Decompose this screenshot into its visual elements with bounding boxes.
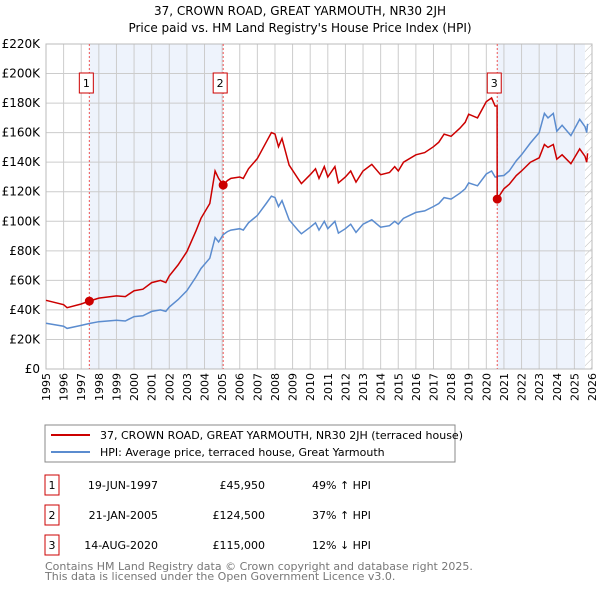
x-tick-label: 2020 xyxy=(480,373,493,401)
sale-date: 19-JUN-1997 xyxy=(88,479,158,492)
sale-point xyxy=(218,180,228,190)
x-tick-label: 1997 xyxy=(75,373,88,401)
sale-date: 21-JAN-2005 xyxy=(89,509,158,522)
y-tick-label: £80K xyxy=(9,244,41,258)
x-tick-label: 1998 xyxy=(93,373,106,401)
sale-hpi-diff: 37% ↑ HPI xyxy=(312,509,371,522)
hatched-future-period xyxy=(584,44,592,369)
sale-label-box xyxy=(78,72,94,94)
y-tick-label: £0 xyxy=(25,362,40,376)
sale-number-box xyxy=(44,474,60,496)
x-tick-label: 2003 xyxy=(181,373,194,401)
sale-number: 1 xyxy=(49,479,56,492)
x-tick-label: 2022 xyxy=(516,373,529,401)
property-price-line xyxy=(45,96,589,309)
x-tick-label: 1996 xyxy=(58,373,71,401)
y-tick-label: £140K xyxy=(2,155,42,169)
x-tick-label: 1995 xyxy=(40,373,53,401)
sale-label-box xyxy=(212,72,228,94)
x-tick-label: 1999 xyxy=(110,373,123,401)
y-tick-label: £40K xyxy=(9,303,41,317)
sale-label-number: 3 xyxy=(491,77,498,90)
x-tick-label: 2017 xyxy=(427,373,440,401)
sale-number-box xyxy=(44,534,60,556)
x-tick-label: 2023 xyxy=(533,373,546,401)
x-tick-label: 2002 xyxy=(163,373,176,401)
x-tick-label: 2012 xyxy=(339,373,352,401)
legend-label-hpi: HPI: Average price, terraced house, Grea… xyxy=(100,446,385,459)
y-tick-label: £200K xyxy=(2,67,42,81)
hpi-line xyxy=(45,111,589,330)
sales-table-row: 2 21-JAN-2005 £124,500 37% ↑ HPI xyxy=(44,504,371,526)
x-tick-label: 2004 xyxy=(199,373,212,401)
x-tick-label: 2019 xyxy=(463,373,476,401)
x-tick-label: 2018 xyxy=(445,373,458,401)
shaded-period xyxy=(89,44,224,369)
x-tick-label: 2024 xyxy=(551,373,564,401)
sale-label-number: 2 xyxy=(217,77,224,90)
sale-price: £124,500 xyxy=(213,509,266,522)
x-tick-label: 2011 xyxy=(322,373,335,401)
footer-licence: This data is licensed under the Open Gov… xyxy=(44,570,395,583)
y-tick-label: £120K xyxy=(2,185,42,199)
x-tick-label: 2001 xyxy=(146,373,159,401)
sales-table: 1 19-JUN-1997 £45,950 49% ↑ HPI 2 21-JAN-2005… xyxy=(44,474,371,556)
x-tick-label: 2016 xyxy=(410,373,423,401)
x-tick-label: 2013 xyxy=(357,373,370,401)
y-tick-label: £220K xyxy=(2,37,42,51)
sale-point xyxy=(492,194,502,204)
x-tick-label: 2025 xyxy=(568,373,581,401)
sale-number: 2 xyxy=(49,509,56,522)
footer-copyright: Contains HM Land Registry data © Crown c… xyxy=(45,560,473,573)
sales-table-row: 1 19-JUN-1997 £45,950 49% ↑ HPI xyxy=(44,474,371,496)
x-tick-label: 2006 xyxy=(234,373,247,401)
sale-date: 14-AUG-2020 xyxy=(84,539,158,552)
plot-area: 1995 1996 1997 1998 1999 2000 2001 2002 2003 2004… xyxy=(2,37,599,401)
sale-price: £115,000 xyxy=(213,539,266,552)
x-tick-label: 2000 xyxy=(128,373,141,401)
y-tick-label: £20K xyxy=(9,332,41,346)
sale-price: £45,950 xyxy=(220,479,266,492)
y-tick-label: £60K xyxy=(9,273,41,287)
sale-number: 3 xyxy=(49,539,56,552)
legend-label-property: 37, CROWN ROAD, GREAT YARMOUTH, NR30 2JH… xyxy=(100,429,463,442)
sale-point xyxy=(84,296,94,306)
sales-table-row: 3 14-AUG-2020 £115,000 12% ↓ HPI xyxy=(44,534,371,556)
x-tick-label: 2026 xyxy=(586,373,599,401)
x-tick-label: 2007 xyxy=(251,373,264,401)
x-tick-label: 2015 xyxy=(392,373,405,401)
chart-title: 37, CROWN ROAD, GREAT YARMOUTH, NR30 2JH xyxy=(154,4,446,18)
chart-subtitle: Price paid vs. HM Land Registry's House … xyxy=(128,21,471,35)
shaded-period xyxy=(497,44,585,369)
plot-border xyxy=(45,43,593,370)
sale-hpi-diff: 12% ↓ HPI xyxy=(312,539,371,552)
sale-hpi-diff: 49% ↑ HPI xyxy=(312,479,371,492)
x-tick-label: 2008 xyxy=(269,373,282,401)
x-tick-label: 2014 xyxy=(375,373,388,401)
x-tick-label: 2009 xyxy=(287,373,300,401)
y-tick-label: £100K xyxy=(2,214,42,228)
x-tick-label: 2005 xyxy=(216,373,229,401)
x-tick-label: 2021 xyxy=(498,373,511,401)
y-tick-label: £180K xyxy=(2,96,42,110)
sale-label-box xyxy=(486,72,502,94)
sale-label-number: 1 xyxy=(83,77,90,90)
legend: 37, CROWN ROAD, GREAT YARMOUTH, NR30 2JH… xyxy=(44,424,463,463)
sale-number-box xyxy=(44,504,60,526)
y-tick-label: £160K xyxy=(2,126,42,140)
x-tick-label: 2010 xyxy=(304,373,317,401)
